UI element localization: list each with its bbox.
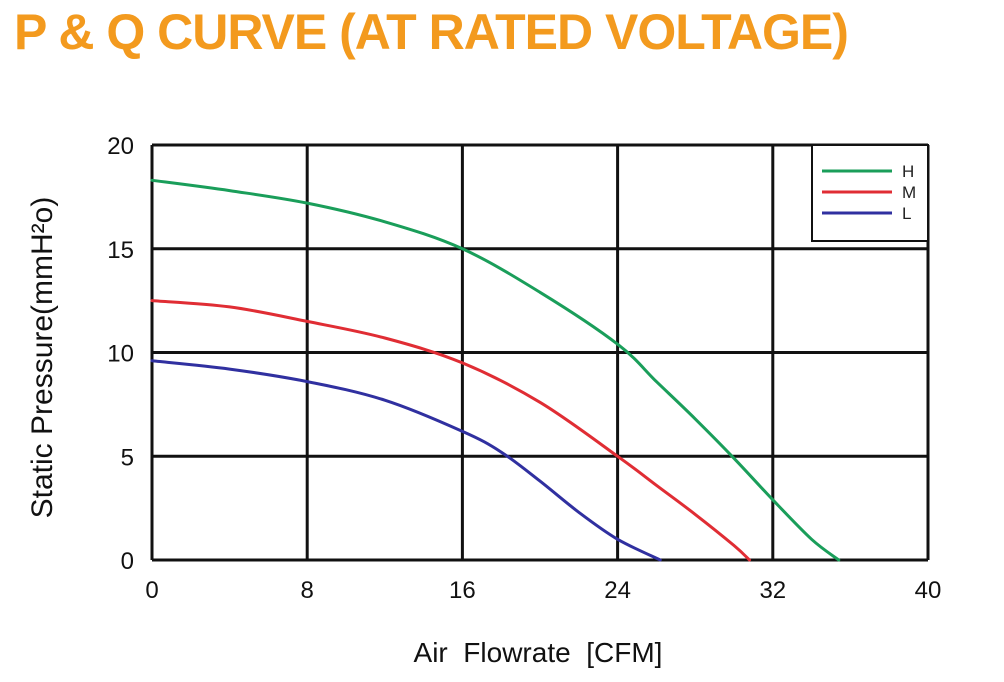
grid-lines: [150, 143, 930, 562]
y-tick-label: 5: [121, 444, 134, 471]
y-axis-label: Static Pressure(mmH²o): [26, 197, 59, 519]
y-tick-label: 20: [107, 133, 134, 160]
y-tick-label: 15: [107, 237, 134, 264]
legend: HML: [811, 144, 929, 242]
legend-label-m: M: [902, 183, 916, 202]
x-tick-label: 32: [759, 577, 786, 604]
y-tick-label: 0: [121, 548, 134, 575]
series-line-l: [150, 359, 662, 562]
x-tick-label: 8: [301, 577, 314, 604]
tick-labels: 0 8 16 24 32 40 0 5 10 15 20: [107, 133, 941, 604]
series-line-m: [150, 299, 751, 562]
x-tick-label: 40: [915, 577, 942, 604]
legend-label-l: L: [902, 204, 911, 223]
series-lines: [150, 178, 841, 562]
series-line-h: [150, 178, 841, 562]
y-tick-label: 10: [107, 341, 134, 368]
x-tick-label: 24: [604, 577, 631, 604]
x-axis-label: Air Flowrate [CFM]: [414, 637, 663, 668]
x-tick-label: 16: [449, 577, 476, 604]
legend-label-h: H: [902, 162, 914, 181]
x-tick-label: 0: [145, 577, 158, 604]
chart-title: P & Q CURVE (AT RATED VOLTAGE): [14, 4, 849, 60]
